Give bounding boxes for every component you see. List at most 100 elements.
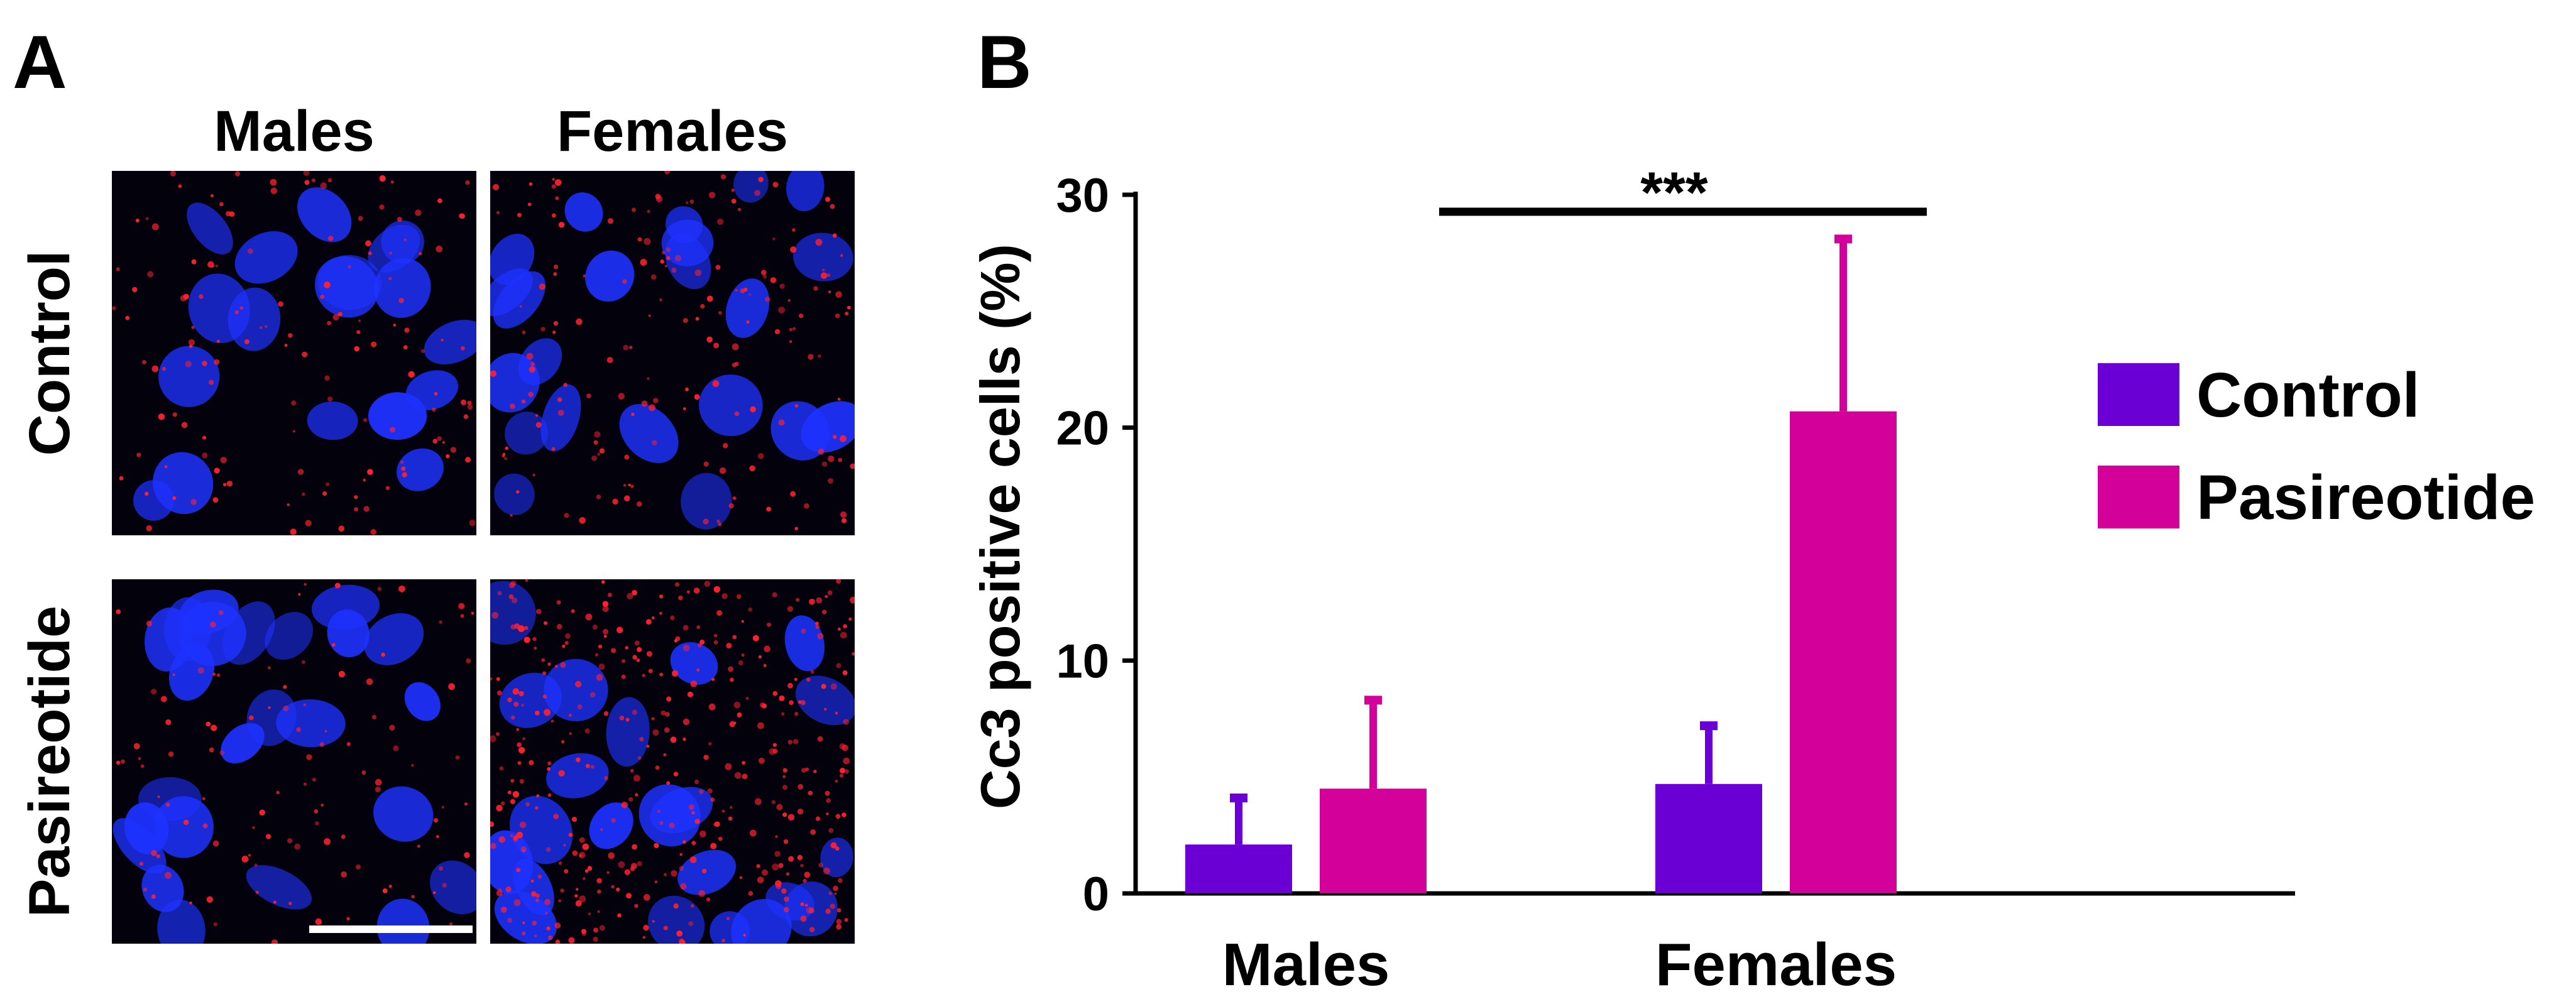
- cc3-signal-dot: [563, 844, 566, 847]
- cc3-signal-dot: [842, 670, 848, 675]
- cc3-signal-dot: [837, 627, 841, 631]
- cc3-signal-dot: [612, 498, 618, 505]
- cc3-signal-dot: [597, 452, 601, 456]
- cc3-signal-dot: [315, 821, 319, 826]
- cc3-signal-dot: [750, 406, 757, 413]
- cc3-signal-dot: [296, 727, 301, 733]
- nucleus: [373, 786, 434, 842]
- cc3-signal-dot: [507, 697, 512, 702]
- nucleus: [312, 584, 380, 630]
- cc3-signal-dot: [411, 895, 415, 898]
- cc3-signal-dot: [496, 690, 502, 696]
- cc3-signal-dot: [699, 640, 705, 645]
- nucleus: [404, 682, 441, 721]
- cc3-signal-dot: [568, 713, 572, 717]
- cc3-signal-dot: [830, 842, 837, 849]
- cc3-signal-dot: [680, 883, 687, 890]
- cc3-signal-dot: [832, 233, 837, 238]
- cc3-signal-dot: [645, 619, 652, 625]
- cc3-signal-dot: [607, 592, 612, 597]
- cc3-signal-dot: [738, 660, 743, 665]
- nucleus: [227, 287, 281, 351]
- cc3-signal-dot: [827, 590, 833, 596]
- nucleus: [606, 697, 650, 767]
- nucleus: [221, 723, 265, 764]
- cc3-signal-dot: [647, 377, 650, 380]
- x-category-label-males: Males: [1222, 931, 1390, 998]
- cc3-signal-dot: [535, 711, 540, 716]
- cc3-signal-dot: [584, 869, 589, 873]
- cc3-signal-dot: [371, 714, 376, 719]
- cc3-signal-dot: [303, 171, 310, 177]
- cc3-signal-dot: [341, 834, 346, 839]
- cc3-signal-dot: [766, 622, 771, 627]
- cc3-signal-dot: [606, 357, 613, 363]
- cc3-signal-dot: [673, 772, 679, 777]
- cc3-signal-dot: [630, 484, 634, 488]
- cc3-signal-dot: [314, 809, 319, 814]
- cc3-signal-dot: [843, 624, 848, 629]
- cc3-signal-dot: [400, 460, 404, 464]
- nucleus: [699, 374, 763, 437]
- cc3-signal-dot: [679, 866, 684, 871]
- cc3-signal-dot: [847, 305, 851, 310]
- cc3-signal-dot: [821, 268, 825, 272]
- cc3-signal-dot: [652, 920, 655, 923]
- cc3-signal-dot: [491, 611, 499, 619]
- cc3-signal-dot: [284, 344, 288, 347]
- cc3-signal-dot: [116, 267, 120, 271]
- cc3-signal-dot: [170, 171, 176, 177]
- cc3-signal-dot: [517, 761, 522, 765]
- nucleus: [276, 699, 346, 748]
- cc3-signal-dot: [565, 633, 571, 639]
- cc3-signal-dot: [787, 606, 794, 612]
- cc3-signal-dot: [135, 218, 140, 223]
- cc3-signal-dot: [665, 712, 670, 717]
- cc3-signal-dot: [670, 736, 677, 743]
- cc3-signal-dot: [546, 926, 551, 930]
- cc3-signal-dot: [449, 922, 453, 926]
- cc3-signal-dot: [436, 835, 439, 839]
- cc3-signal-dot: [504, 457, 508, 461]
- cc3-signal-dot: [164, 465, 168, 469]
- cc3-signal-dot: [737, 712, 742, 718]
- cc3-signal-dot: [558, 861, 562, 865]
- nucleus: [725, 278, 770, 338]
- cc3-signal-dot: [622, 279, 627, 284]
- cc3-signal-dot: [659, 821, 664, 826]
- cc3-signal-dot: [794, 404, 799, 408]
- cc3-signal-dot: [654, 843, 659, 848]
- cc3-signal-dot: [324, 729, 327, 733]
- cc3-signal-dot: [740, 288, 745, 294]
- cc3-signal-dot: [666, 247, 671, 252]
- cc3-signal-dot: [510, 778, 515, 783]
- cc3-signal-dot: [158, 413, 165, 420]
- cc3-signal-dot: [689, 199, 694, 204]
- cc3-signal-dot: [734, 772, 742, 779]
- cc3-signal-dot: [660, 259, 665, 264]
- cc3-signal-dot: [181, 422, 188, 428]
- cc3-signal-dot: [363, 478, 366, 482]
- cc3-signal-dot: [338, 525, 345, 532]
- cc3-signal-dot: [202, 452, 208, 459]
- cc3-signal-dot: [229, 211, 235, 217]
- cc3-signal-dot: [800, 700, 806, 706]
- cc3-signal-dot: [787, 739, 792, 745]
- cc3-signal-dot: [830, 204, 835, 209]
- cc3-signal-dot: [689, 856, 697, 863]
- cc3-signal-dot: [320, 182, 327, 189]
- cc3-signal-dot: [206, 896, 214, 903]
- cc3-signal-dot: [234, 171, 241, 177]
- cc3-signal-dot: [594, 431, 601, 438]
- cc3-signal-dot: [265, 325, 268, 328]
- micrograph-females-control: [490, 171, 855, 535]
- cc3-signal-dot: [408, 371, 415, 378]
- cc3-signal-dot: [764, 645, 770, 653]
- cc3-signal-dot: [618, 861, 625, 868]
- cc3-signal-dot: [759, 757, 765, 764]
- cc3-signal-dot: [707, 788, 713, 794]
- cc3-signal-dot: [403, 238, 407, 241]
- cc3-signal-dot: [522, 737, 526, 741]
- cc3-signal-dot: [518, 690, 524, 697]
- cc3-signal-dot: [202, 435, 207, 440]
